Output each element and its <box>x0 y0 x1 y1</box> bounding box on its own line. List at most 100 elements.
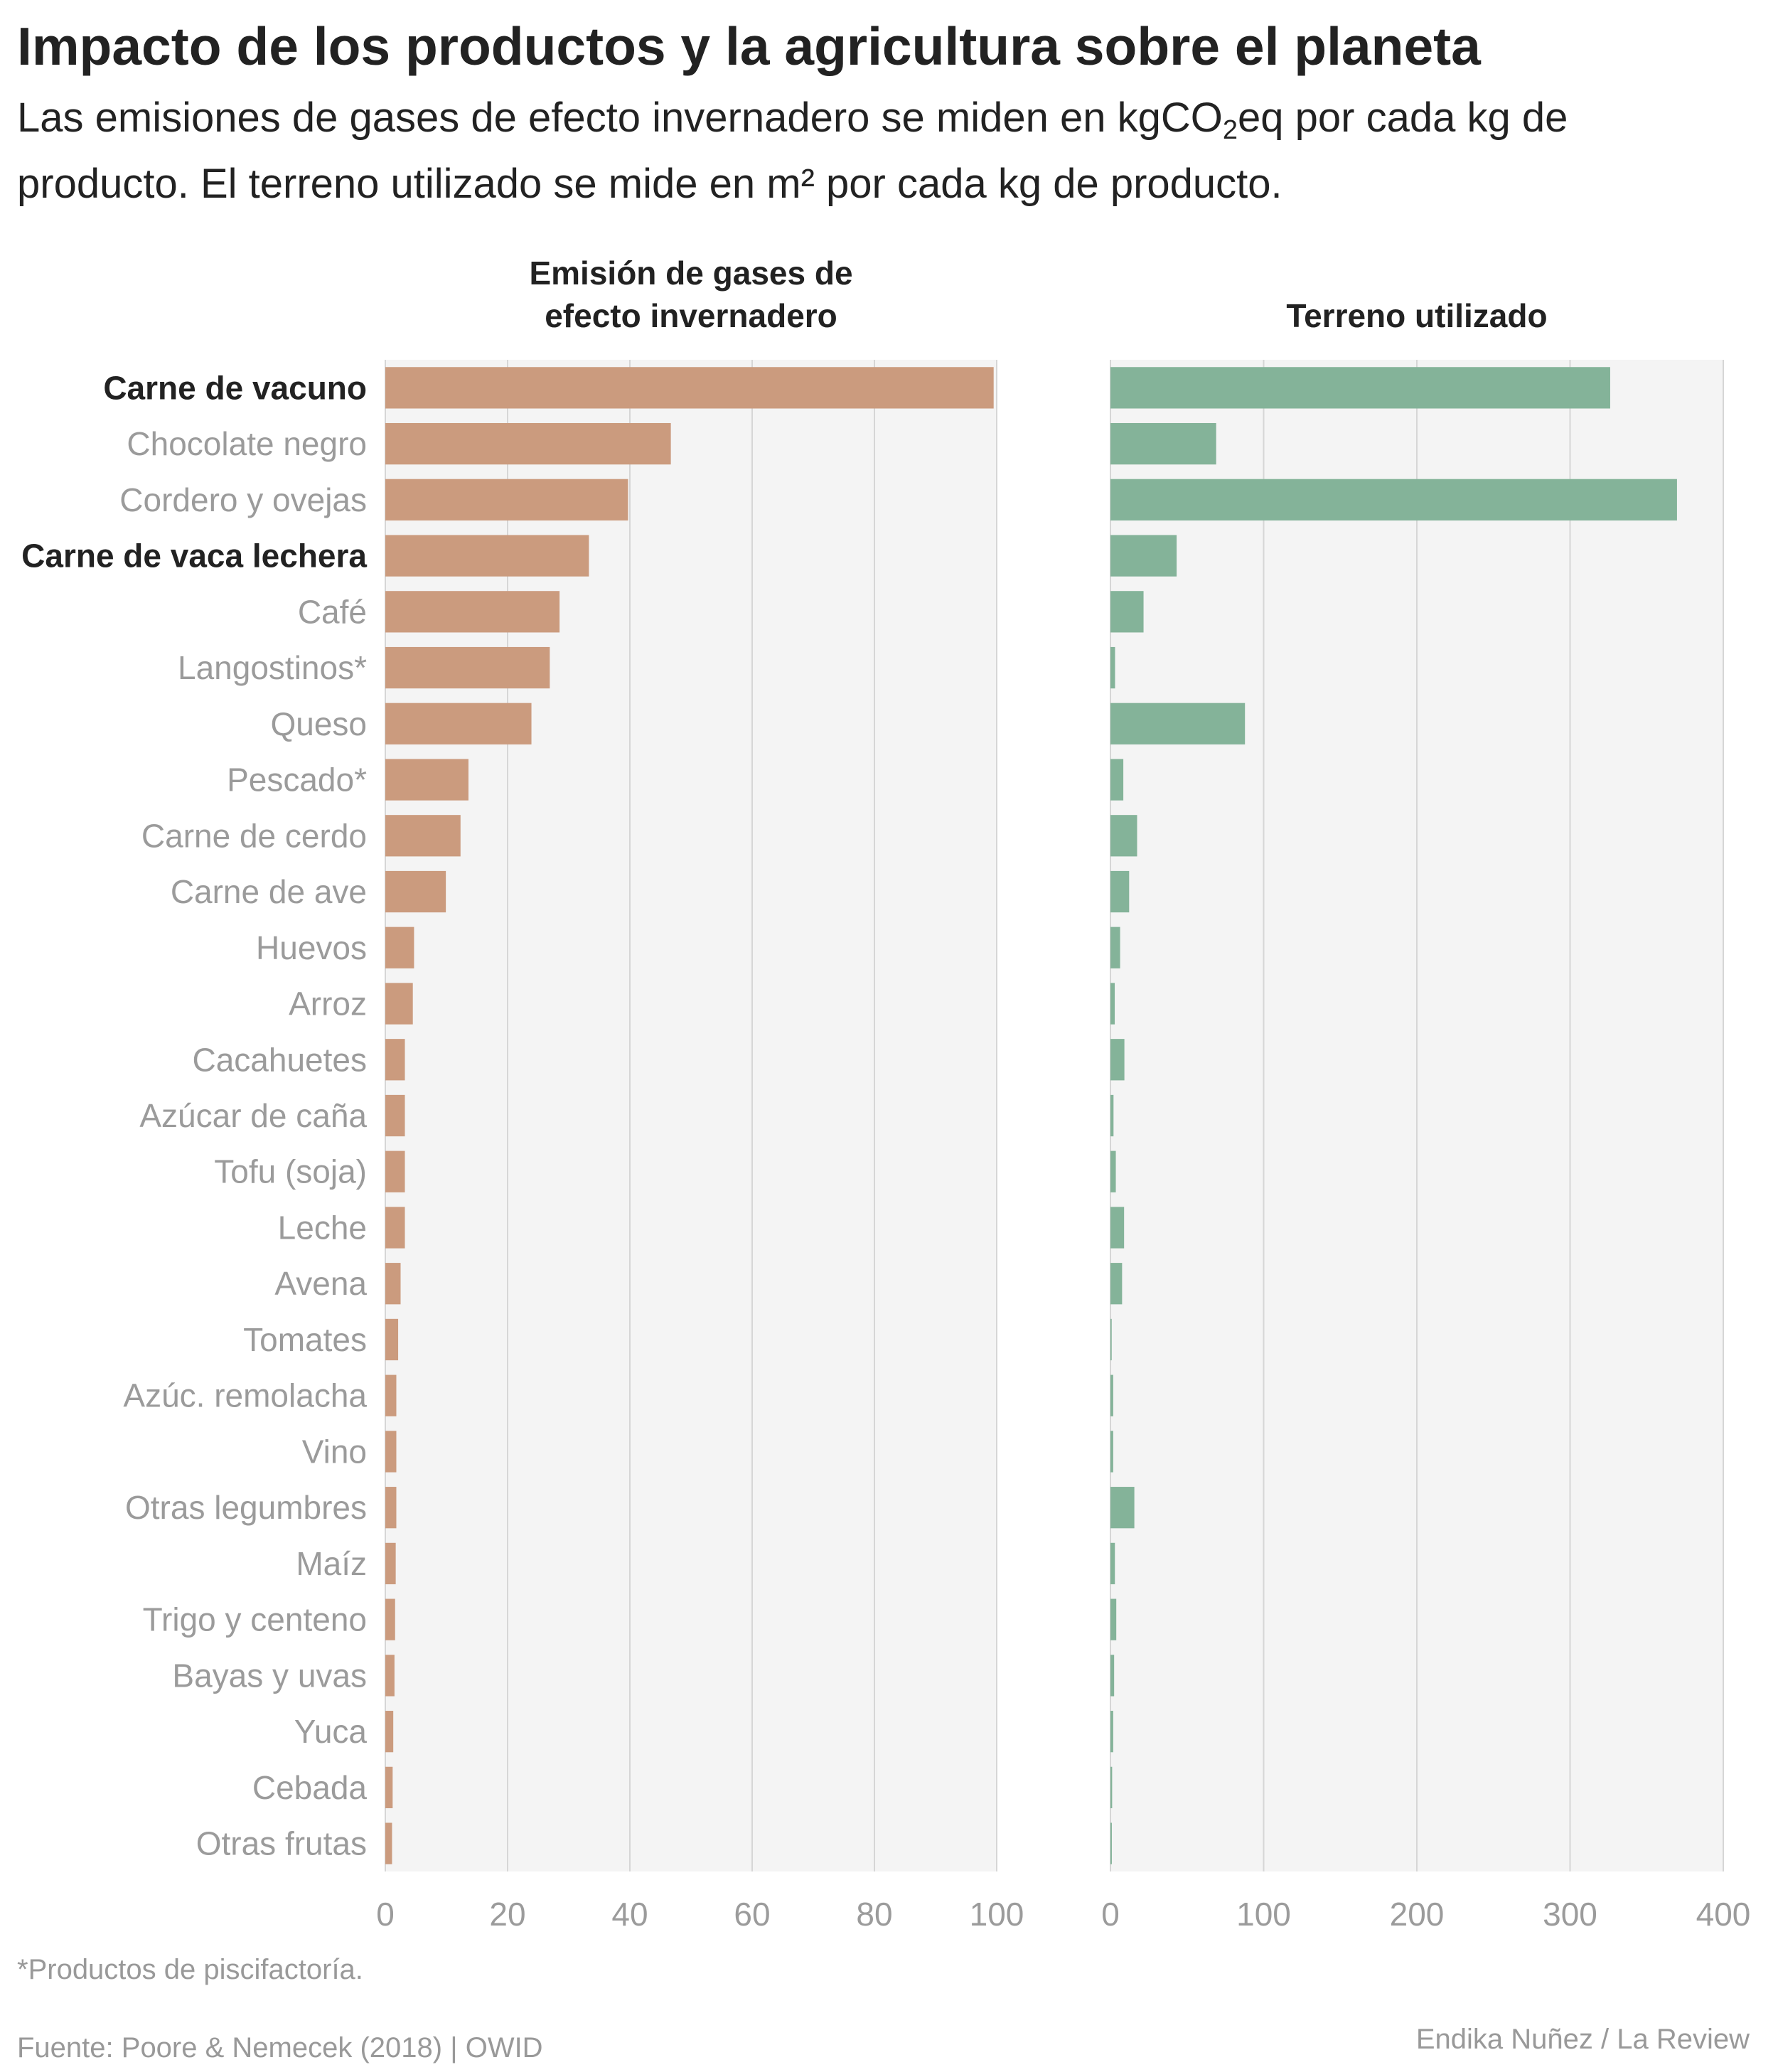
emissions-title-line: Emisión de gases de <box>529 255 852 292</box>
land-bar <box>1110 1150 1116 1192</box>
category-label: Cordero y ovejas <box>119 481 367 518</box>
category-label: Azúc. remolacha <box>123 1377 367 1414</box>
emissions-bar <box>385 1598 395 1640</box>
emissions-bar <box>385 479 628 520</box>
emissions-bar <box>385 1431 397 1473</box>
category-label: Carne de ave <box>171 873 367 910</box>
emissions-bar <box>385 926 414 968</box>
bar-charts: 0 20 40 60 80 100 Emisión de gases de efecto in… <box>21 255 1750 1933</box>
land-tick-label: 300 <box>1543 1896 1597 1933</box>
emissions-plot-background <box>385 360 997 1871</box>
subtitle-part2: eq por cada kg de producto. El terreno u… <box>17 95 1568 207</box>
category-label: Leche <box>278 1209 367 1246</box>
credit-text: Endika Nuñez / La Review <box>1415 2024 1750 2055</box>
emissions-bar <box>385 759 468 801</box>
category-label: Azúcar de caña <box>139 1097 367 1134</box>
land-tick-label: 100 <box>1236 1896 1291 1933</box>
emissions-bar <box>385 1318 399 1361</box>
category-label: Café <box>298 593 367 630</box>
emissions-bar <box>385 1150 405 1192</box>
emissions-bar <box>385 703 532 744</box>
emissions-tick-label: 80 <box>856 1896 892 1933</box>
category-label: Carne de vaca lechera <box>21 538 367 575</box>
emissions-bar <box>385 1766 393 1809</box>
category-label: Trigo y centeno <box>143 1601 367 1638</box>
subtitle-subscript: 2 <box>1222 115 1238 145</box>
source-text: Fuente: Poore & Nemecek (2018) | OWID <box>17 2032 543 2063</box>
chart-title: Impacto de los productos y la agricultur… <box>17 16 1481 76</box>
category-label: Carne de cerdo <box>141 817 367 854</box>
footnote: *Productos de piscifactoría. <box>17 1954 363 1985</box>
emissions-bar <box>385 646 550 689</box>
category-label: Yuca <box>294 1713 368 1750</box>
category-label: Bayas y uvas <box>172 1657 367 1694</box>
land-bar <box>1110 1542 1115 1585</box>
emissions-bar <box>385 1263 401 1305</box>
emissions-bar <box>385 1711 394 1753</box>
emissions-tick-label: 20 <box>489 1896 525 1933</box>
emissions-bar <box>385 591 560 633</box>
land-bar <box>1110 1374 1113 1416</box>
emissions-tick-label: 60 <box>734 1896 770 1933</box>
land-bar <box>1110 1094 1114 1137</box>
category-label: Arroz <box>289 986 367 1022</box>
category-label: Vino <box>302 1433 367 1470</box>
emissions-bar <box>385 815 461 857</box>
emissions-title-line: efecto invernadero <box>545 297 837 334</box>
land-bar <box>1110 591 1144 633</box>
land-bar <box>1110 1822 1112 1864</box>
land-bar <box>1110 1318 1112 1361</box>
category-label: Otras legumbres <box>125 1489 367 1526</box>
category-label: Pescado* <box>227 762 367 799</box>
land-bar <box>1110 703 1246 744</box>
category-label: Carne de vacuno <box>103 369 367 406</box>
subtitle-part1: Las emisiones de gases de efecto inverna… <box>17 95 1223 141</box>
land-bar <box>1110 1207 1125 1249</box>
land-tick-label: 0 <box>1101 1896 1120 1933</box>
category-label: Cebada <box>252 1769 368 1806</box>
land-bar <box>1110 1598 1117 1640</box>
emissions-bar <box>385 1039 405 1081</box>
land-bar <box>1110 870 1130 913</box>
land-bar <box>1110 983 1115 1025</box>
emissions-bar <box>385 983 413 1025</box>
land-bar <box>1110 1711 1113 1753</box>
emissions-panel: 0 20 40 60 80 100 Emisión de gases de efecto in… <box>21 255 1024 1933</box>
emissions-bar <box>385 1542 396 1585</box>
land-bar <box>1110 815 1137 857</box>
land-bar <box>1110 1655 1115 1697</box>
emissions-bar <box>385 1655 395 1697</box>
emissions-bar <box>385 1487 397 1529</box>
emissions-bar <box>385 422 671 465</box>
category-label: Queso <box>270 705 367 742</box>
land-title: Terreno utilizado <box>1286 297 1547 334</box>
emissions-bar <box>385 1094 405 1137</box>
chart-subtitle: Las emisiones de gases de efecto inverna… <box>17 91 1745 211</box>
land-tick-label: 200 <box>1390 1896 1445 1933</box>
emissions-bar <box>385 1374 397 1416</box>
land-tick-label: 400 <box>1696 1896 1751 1933</box>
emissions-bar <box>385 1822 392 1864</box>
category-label: Tomates <box>243 1321 367 1358</box>
category-label: Huevos <box>256 929 367 966</box>
land-bar <box>1110 1487 1135 1529</box>
category-label: Langostinos* <box>178 649 367 686</box>
emissions-tick-label: 0 <box>376 1896 395 1933</box>
land-bar <box>1110 479 1677 520</box>
category-label: Otras frutas <box>196 1825 367 1862</box>
land-bar <box>1110 646 1115 689</box>
land-bar <box>1110 1766 1113 1809</box>
emissions-bar <box>385 367 994 409</box>
category-label: Maíz <box>296 1545 367 1582</box>
category-label: Avena <box>274 1265 367 1302</box>
land-bar <box>1110 367 1610 409</box>
land-bar <box>1110 535 1177 577</box>
land-bar <box>1110 1263 1123 1305</box>
land-bar <box>1110 1431 1113 1473</box>
emissions-tick-label: 40 <box>611 1896 648 1933</box>
emissions-bar <box>385 535 589 577</box>
land-bar <box>1110 759 1124 801</box>
land-use-panel: 0 100 200 300 400 Terreno utilizado <box>1101 297 1750 1933</box>
emissions-bar <box>385 1207 405 1249</box>
category-label: Tofu (soja) <box>214 1153 367 1190</box>
